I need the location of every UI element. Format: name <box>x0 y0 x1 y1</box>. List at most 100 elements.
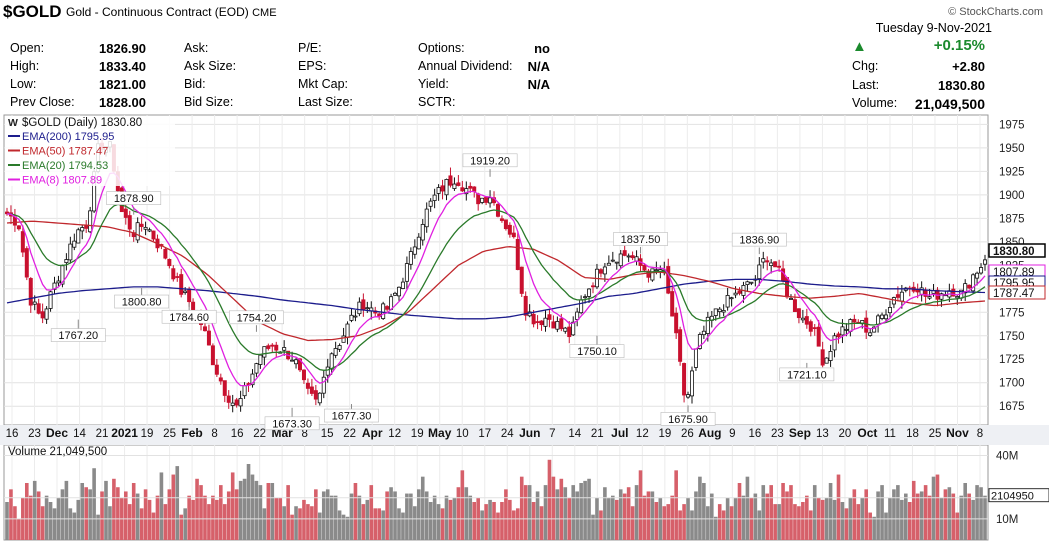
candle-body <box>337 345 342 350</box>
volume-bar <box>290 514 294 540</box>
annotation-box <box>264 416 320 431</box>
volume-bar <box>337 510 342 540</box>
volume-value: 21,049,500 <box>914 96 985 112</box>
volume-bar <box>143 489 148 540</box>
volume-bar <box>361 504 366 540</box>
volume-bar <box>389 487 393 540</box>
x-tick-label: 25 <box>163 428 176 440</box>
candle-body <box>670 291 675 317</box>
volume-bar <box>872 516 876 540</box>
candle-body <box>579 299 584 314</box>
candle-body <box>464 188 469 195</box>
candle-body <box>713 308 718 316</box>
x-tick-label: 19 <box>658 428 671 440</box>
volume-bar <box>943 489 948 540</box>
annotation-label: 1878.90 <box>114 193 154 205</box>
x-tick-label: 23 <box>28 428 41 440</box>
volume-bar <box>171 474 176 540</box>
candle-body <box>693 348 698 368</box>
candle-body <box>353 315 358 318</box>
candle-body <box>555 321 560 330</box>
candle-body <box>230 402 235 406</box>
annotation-label: 1721.10 <box>787 369 827 381</box>
candle-body <box>290 359 295 362</box>
candle-body <box>333 348 338 356</box>
candle-body <box>796 308 801 319</box>
volume-bar <box>88 489 92 540</box>
volume-bar <box>329 495 334 540</box>
x-tick-label: 21 <box>96 428 109 440</box>
volume-bar <box>694 491 698 540</box>
annotation-box <box>569 344 625 358</box>
volume-bar <box>812 485 817 540</box>
volume-bar <box>805 495 809 540</box>
y-tick-label: 1875 <box>999 213 1025 225</box>
candle-body <box>143 226 148 230</box>
volume-bar <box>622 493 627 540</box>
volume-bar <box>551 476 556 540</box>
volume-bar <box>464 487 469 540</box>
volume-bar <box>72 512 77 540</box>
candle-body <box>630 255 635 259</box>
volume-bar <box>28 495 33 540</box>
volume-bar <box>492 502 496 540</box>
volume-bar <box>512 510 516 540</box>
volume-bar <box>801 502 805 540</box>
candle-body <box>321 376 326 394</box>
volume-bar <box>741 495 746 540</box>
candle-body <box>844 328 849 331</box>
candle-body <box>678 329 683 362</box>
candle-body <box>614 261 619 264</box>
volume-bar <box>935 474 940 540</box>
volume-bar <box>116 487 120 540</box>
x-tick-label: 14 <box>568 428 581 440</box>
candle-body <box>420 224 425 241</box>
candle-body <box>587 288 592 297</box>
volume-bar <box>314 489 318 540</box>
candle-body <box>777 265 782 268</box>
candle-body <box>167 259 172 267</box>
ema50-line <box>6 220 986 342</box>
volume-bar <box>302 499 306 540</box>
volume-tick-label: 40M <box>996 451 1018 463</box>
volume-bar <box>808 510 813 540</box>
candle-body <box>650 268 655 281</box>
volume-bar <box>963 483 968 540</box>
volume-bar <box>618 489 623 540</box>
volume-bar <box>706 506 710 540</box>
candle-body <box>511 232 516 238</box>
candle-body <box>547 314 552 320</box>
candle-body <box>891 297 896 305</box>
volume-bar <box>488 499 492 540</box>
quote-v4-1: N/A <box>527 59 550 74</box>
volume-bar <box>868 512 872 540</box>
annotation-box <box>161 309 217 324</box>
candle-body <box>36 303 41 314</box>
volume-bar <box>745 476 750 540</box>
volume-bar <box>662 506 667 540</box>
quote-l4-0: Options: <box>418 41 465 55</box>
volume-bar <box>753 493 758 540</box>
candle-body <box>622 250 627 256</box>
x-tick-label: Nov <box>946 426 969 440</box>
annotation-label: 1677.30 <box>332 411 372 423</box>
candle-body <box>349 314 354 321</box>
candle-body <box>448 175 453 186</box>
candle-body <box>40 311 45 319</box>
volume-bar <box>472 502 477 540</box>
volume-bar <box>80 483 85 540</box>
candle-body <box>258 354 263 365</box>
candle-body <box>606 262 611 266</box>
candle-body <box>868 332 873 336</box>
price-tag-box <box>988 285 1046 300</box>
quote-l4-3: SCTR: <box>418 95 456 109</box>
candle-body <box>440 185 445 192</box>
volume-bar <box>286 485 290 540</box>
volume-bar <box>896 485 900 540</box>
volume-bar <box>975 485 979 540</box>
volume-bar <box>717 504 722 540</box>
annotation-label: 1837.50 <box>621 234 661 246</box>
volume-bar <box>555 489 560 540</box>
volume-bar <box>729 506 734 540</box>
